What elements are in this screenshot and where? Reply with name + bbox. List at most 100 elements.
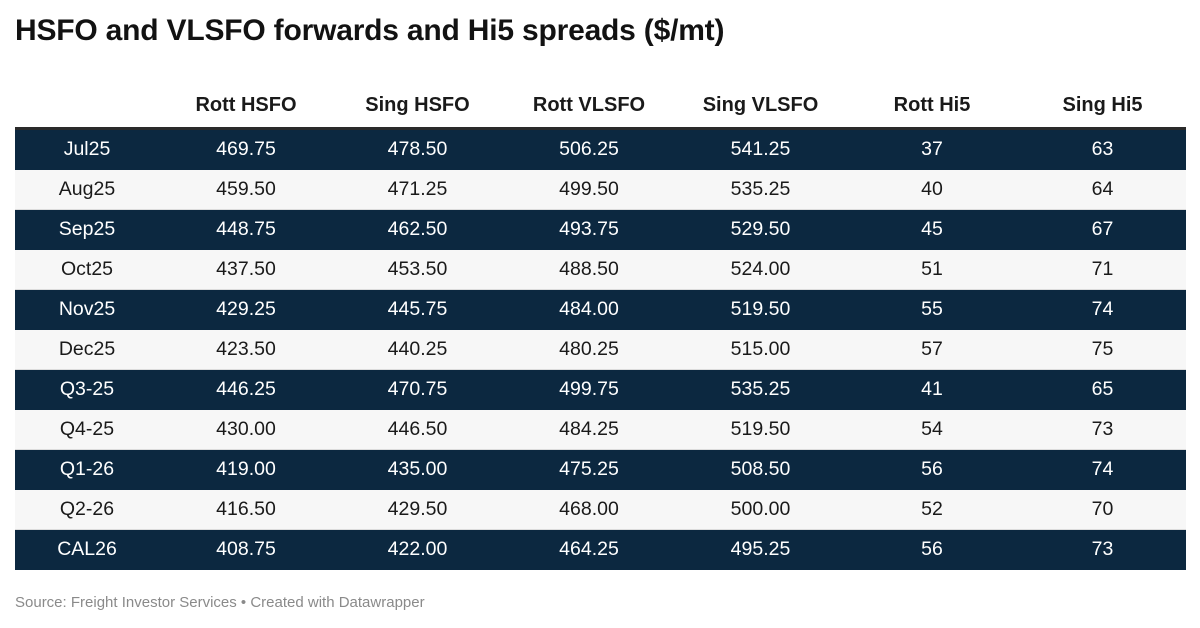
value-cell: 70: [1019, 489, 1186, 530]
value-cell: 446.50: [333, 409, 502, 450]
value-cell: 453.50: [333, 249, 502, 290]
value-cell: 519.50: [676, 409, 845, 450]
table-row: Nov25 429.25 445.75 484.00 519.50 55 74: [15, 289, 1186, 330]
table-row: Aug25 459.50 471.25 499.50 535.25 40 64: [15, 169, 1186, 210]
row-label-cell: Aug25: [15, 169, 159, 210]
value-cell: 488.50: [502, 249, 676, 290]
column-header: Rott VLSFO: [502, 83, 676, 130]
table-row: Q4-25 430.00 446.50 484.25 519.50 54 73: [15, 409, 1186, 450]
value-cell: 423.50: [159, 329, 333, 370]
value-cell: 51: [845, 249, 1019, 290]
value-cell: 499.50: [502, 169, 676, 210]
row-label-cell: Oct25: [15, 249, 159, 290]
chart-title: HSFO and VLSFO forwards and Hi5 spreads …: [15, 14, 725, 47]
row-label-cell: Q3-25: [15, 369, 159, 410]
row-label-cell: Q2-26: [15, 489, 159, 530]
row-label-cell: CAL26: [15, 529, 159, 570]
value-cell: 71: [1019, 249, 1186, 290]
value-cell: 484.00: [502, 289, 676, 330]
value-cell: 429.25: [159, 289, 333, 330]
value-cell: 529.50: [676, 209, 845, 250]
forwards-table: Rott HSFO Sing HSFO Rott VLSFO Sing VLSFO Ro…: [15, 83, 1186, 570]
value-cell: 45: [845, 209, 1019, 250]
value-cell: 448.75: [159, 209, 333, 250]
value-cell: 524.00: [676, 249, 845, 290]
table-row: Q1-26 419.00 435.00 475.25 508.50 56 74: [15, 449, 1186, 490]
column-header: Rott HSFO: [159, 83, 333, 130]
value-cell: 478.50: [333, 128, 502, 170]
value-cell: 74: [1019, 449, 1186, 490]
value-cell: 495.25: [676, 529, 845, 570]
row-label-cell: Sep25: [15, 209, 159, 250]
value-cell: 65: [1019, 369, 1186, 410]
row-label-cell: Q1-26: [15, 449, 159, 490]
value-cell: 500.00: [676, 489, 845, 530]
value-cell: 52: [845, 489, 1019, 530]
value-cell: 459.50: [159, 169, 333, 210]
value-cell: 440.25: [333, 329, 502, 370]
value-cell: 67: [1019, 209, 1186, 250]
value-cell: 469.75: [159, 128, 333, 170]
value-cell: 408.75: [159, 529, 333, 570]
value-cell: 63: [1019, 128, 1186, 170]
row-label-cell: Nov25: [15, 289, 159, 330]
column-header: Sing Hi5: [1019, 83, 1186, 130]
value-cell: 519.50: [676, 289, 845, 330]
value-cell: 445.75: [333, 289, 502, 330]
value-cell: 515.00: [676, 329, 845, 370]
table-body: Jul25 469.75 478.50 506.25 541.25 37 63 Aug25 45…: [15, 128, 1186, 570]
value-cell: 484.25: [502, 409, 676, 450]
value-cell: 446.25: [159, 369, 333, 410]
value-cell: 75: [1019, 329, 1186, 370]
table-row: Jul25 469.75 478.50 506.25 541.25 37 63: [15, 128, 1186, 170]
row-label-cell: Q4-25: [15, 409, 159, 450]
column-header: Rott Hi5: [845, 83, 1019, 130]
source-note: Source: Freight Investor Services • Crea…: [15, 594, 425, 611]
value-cell: 468.00: [502, 489, 676, 530]
value-cell: 435.00: [333, 449, 502, 490]
value-cell: 422.00: [333, 529, 502, 570]
table-row: Oct25 437.50 453.50 488.50 524.00 51 71: [15, 249, 1186, 290]
value-cell: 480.25: [502, 329, 676, 370]
table-row: Sep25 448.75 462.50 493.75 529.50 45 67: [15, 209, 1186, 250]
value-cell: 54: [845, 409, 1019, 450]
value-cell: 535.25: [676, 369, 845, 410]
value-cell: 56: [845, 449, 1019, 490]
value-cell: 437.50: [159, 249, 333, 290]
table-row: Q2-26 416.50 429.50 468.00 500.00 52 70: [15, 489, 1186, 530]
column-header: Sing HSFO: [333, 83, 502, 130]
value-cell: 541.25: [676, 128, 845, 170]
value-cell: 40: [845, 169, 1019, 210]
value-cell: 419.00: [159, 449, 333, 490]
value-cell: 37: [845, 128, 1019, 170]
value-cell: 508.50: [676, 449, 845, 490]
value-cell: 64: [1019, 169, 1186, 210]
value-cell: 475.25: [502, 449, 676, 490]
value-cell: 470.75: [333, 369, 502, 410]
value-cell: 57: [845, 329, 1019, 370]
column-header: Sing VLSFO: [676, 83, 845, 130]
value-cell: 73: [1019, 529, 1186, 570]
value-cell: 41: [845, 369, 1019, 410]
column-header-period: [15, 83, 159, 130]
value-cell: 56: [845, 529, 1019, 570]
table-row: Dec25 423.50 440.25 480.25 515.00 57 75: [15, 329, 1186, 370]
value-cell: 416.50: [159, 489, 333, 530]
value-cell: 535.25: [676, 169, 845, 210]
row-label-cell: Dec25: [15, 329, 159, 370]
value-cell: 73: [1019, 409, 1186, 450]
value-cell: 429.50: [333, 489, 502, 530]
value-cell: 55: [845, 289, 1019, 330]
value-cell: 74: [1019, 289, 1186, 330]
value-cell: 499.75: [502, 369, 676, 410]
value-cell: 462.50: [333, 209, 502, 250]
table-row: Q3-25 446.25 470.75 499.75 535.25 41 65: [15, 369, 1186, 410]
table-header-row: Rott HSFO Sing HSFO Rott VLSFO Sing VLSFO Ro…: [15, 83, 1186, 130]
value-cell: 506.25: [502, 128, 676, 170]
table-row: CAL26 408.75 422.00 464.25 495.25 56 73: [15, 529, 1186, 570]
row-label-cell: Jul25: [15, 128, 159, 170]
value-cell: 471.25: [333, 169, 502, 210]
value-cell: 430.00: [159, 409, 333, 450]
value-cell: 464.25: [502, 529, 676, 570]
value-cell: 493.75: [502, 209, 676, 250]
